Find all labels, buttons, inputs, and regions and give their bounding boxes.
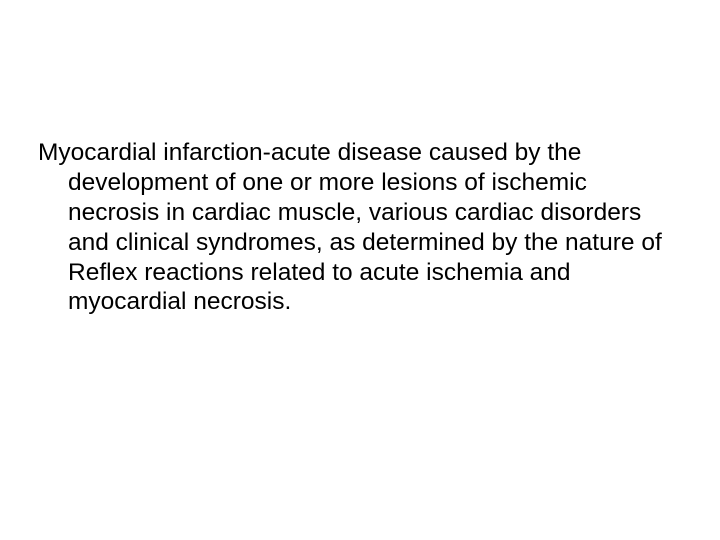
body-paragraph: Myocardial infarction-acute disease caus…	[38, 138, 678, 317]
paragraph-text: Myocardial infarction-acute disease caus…	[38, 138, 678, 317]
slide-content: Myocardial infarction-acute disease caus…	[38, 138, 678, 317]
